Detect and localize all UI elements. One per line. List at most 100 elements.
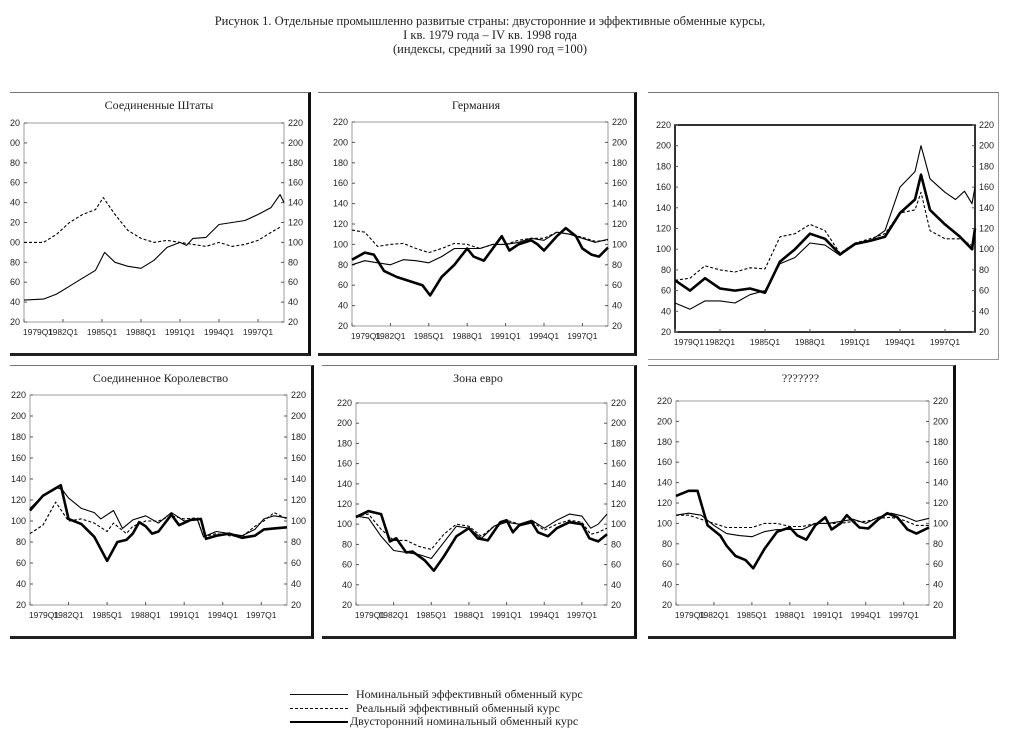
x-tick-label: 1991Q1 xyxy=(840,337,871,347)
legend-item-nominal: Номинальный эффективный обменный курс xyxy=(290,687,583,702)
chart-title: ??????? xyxy=(781,371,820,385)
x-tick-label: 1988Q1 xyxy=(126,327,157,337)
x-tick-label: 1991Q1 xyxy=(169,610,200,620)
y-tick-label-right: 160 xyxy=(291,453,306,463)
y-tick-label-left: 180 xyxy=(657,437,672,447)
y-tick-label-left: 100 xyxy=(337,519,352,529)
x-tick-label: 1985Q1 xyxy=(750,337,781,347)
y-tick-label-right: 120 xyxy=(933,498,948,508)
y-tick-label-right: 120 xyxy=(612,219,627,229)
y-tick-label-left: 160 xyxy=(337,459,352,469)
y-tick-label-left: 140 xyxy=(337,479,352,489)
y-tick-label-left: 160 xyxy=(657,457,672,467)
y-tick-label-right: 200 xyxy=(979,141,994,151)
figure-title-line: I кв. 1979 года – IV кв. 1998 года xyxy=(403,28,577,42)
y-tick-label-right: 140 xyxy=(979,203,994,213)
x-tick-label: 1979Q1 xyxy=(674,337,705,347)
y-tick-label-left: 100 xyxy=(10,237,20,247)
y-tick-label-left: 220 xyxy=(10,118,20,128)
chart-panel-unknown: ??????? 20 20 40 40 60 60 80 80 100 100 120 120 140 14… xyxy=(648,365,956,639)
x-tick-label: 1988Q1 xyxy=(775,610,806,620)
y-tick-label-right: 180 xyxy=(933,437,948,447)
solid-line-swatch xyxy=(290,694,348,696)
x-tick-label: 1985Q1 xyxy=(92,610,123,620)
y-tick-label-left: 180 xyxy=(11,432,26,442)
y-tick-label-left: 40 xyxy=(342,580,352,590)
x-tick-label: 1988Q1 xyxy=(452,331,483,341)
y-tick-label-left: 200 xyxy=(656,141,671,151)
x-tick-label: 1982Q1 xyxy=(48,327,79,337)
chart-title: Соединенные Штаты xyxy=(104,98,214,112)
y-tick-label-left: 120 xyxy=(657,498,672,508)
x-tick-label: 1997Q1 xyxy=(889,610,920,620)
y-tick-label-right: 60 xyxy=(933,559,943,569)
chart-svg: 20 20 40 40 60 60 80 80 100 100 120 120 140 140 160 160… xyxy=(11,390,306,620)
y-tick-label-right: 120 xyxy=(291,495,306,505)
y-tick-label-left: 40 xyxy=(661,306,671,316)
x-tick-label: 1979Q1 xyxy=(675,610,706,620)
x-tick-label: 1979Q1 xyxy=(355,610,386,620)
x-tick-label: 1982Q1 xyxy=(379,610,410,620)
y-tick-label-left: 20 xyxy=(662,600,672,610)
x-tick-label: 1997Q1 xyxy=(567,610,598,620)
y-tick-label-left: 220 xyxy=(333,117,348,127)
y-tick-label-right: 20 xyxy=(291,600,301,610)
y-tick-label-left: 60 xyxy=(661,286,671,296)
y-tick-label-right: 80 xyxy=(611,539,621,549)
x-tick-label: 1982Q1 xyxy=(375,331,406,341)
nominal-effective-line xyxy=(674,145,976,310)
y-tick-label-left: 40 xyxy=(10,297,20,307)
y-tick-label-left: 140 xyxy=(11,474,26,484)
bilateral-nominal-line xyxy=(351,226,609,297)
y-tick-label-left: 180 xyxy=(333,158,348,168)
y-tick-label-right: 40 xyxy=(933,580,943,590)
y-tick-label-left: 60 xyxy=(342,560,352,570)
y-tick-label-right: 220 xyxy=(288,118,303,128)
y-tick-label-right: 20 xyxy=(611,600,621,610)
figure-title-line: Рисунок 1. Отдельные промышленно развиты… xyxy=(214,14,766,28)
y-tick-label-right: 80 xyxy=(291,537,301,547)
x-tick-label: 1982Q1 xyxy=(53,610,84,620)
y-tick-label-right: 40 xyxy=(979,306,989,316)
y-tick-label-left: 20 xyxy=(342,600,352,610)
y-tick-label-left: 40 xyxy=(338,301,348,311)
y-tick-label-right: 80 xyxy=(933,539,943,549)
plot-frame xyxy=(29,394,288,606)
y-tick-label-left: 160 xyxy=(10,178,20,188)
y-tick-label-left: 120 xyxy=(656,224,671,234)
y-tick-label-right: 180 xyxy=(291,432,306,442)
nominal-effective-line xyxy=(23,194,285,301)
y-tick-label-left: 100 xyxy=(657,518,672,528)
chart-panel-euro-area: Зона евро 20 20 40 40 60 60 80 80 100 100 120 120 140… xyxy=(322,365,637,639)
y-tick-label-right: 220 xyxy=(933,396,948,406)
y-tick-label-right: 40 xyxy=(291,579,301,589)
legend-item-bilateral: Двусторонний номинальный обменный курс xyxy=(290,714,583,729)
y-tick-label-right: 20 xyxy=(288,317,298,327)
y-tick-label-left: 20 xyxy=(338,321,348,331)
y-tick-label-right: 140 xyxy=(933,478,948,488)
legend-label: Номинальный эффективный обменный курс xyxy=(356,687,583,701)
y-tick-label-left: 120 xyxy=(333,219,348,229)
real-effective-line xyxy=(674,191,976,281)
x-tick-label: 1994Q1 xyxy=(208,610,239,620)
x-tick-label: 1982Q1 xyxy=(705,337,736,347)
y-tick-label-left: 20 xyxy=(10,317,20,327)
y-tick-label-right: 200 xyxy=(612,137,627,147)
x-tick-label: 1985Q1 xyxy=(87,327,118,337)
x-tick-label: 1991Q1 xyxy=(490,331,521,341)
x-tick-label: 1994Q1 xyxy=(851,610,882,620)
chart-svg: 20 20 40 40 60 60 80 80 100 100 120 120 140 140 160 160… xyxy=(657,396,948,620)
y-tick-label-left: 220 xyxy=(337,398,352,408)
y-tick-label-left: 60 xyxy=(10,277,20,287)
y-tick-label-left: 40 xyxy=(662,580,672,590)
y-tick-label-left: 80 xyxy=(10,257,20,267)
bilateral-nominal-line xyxy=(355,509,608,572)
chart-title: Соединенное Королевство xyxy=(92,371,229,385)
y-tick-label-left: 20 xyxy=(16,600,26,610)
y-tick-label-right: 200 xyxy=(288,138,303,148)
chart-svg: 20 20 40 40 60 60 80 80 100 100 120 120 140 140 160 160… xyxy=(337,398,626,620)
bilateral-nominal-line xyxy=(29,484,288,563)
y-tick-label-left: 80 xyxy=(338,260,348,270)
y-tick-label-right: 60 xyxy=(612,280,622,290)
plot-frame xyxy=(23,122,285,323)
